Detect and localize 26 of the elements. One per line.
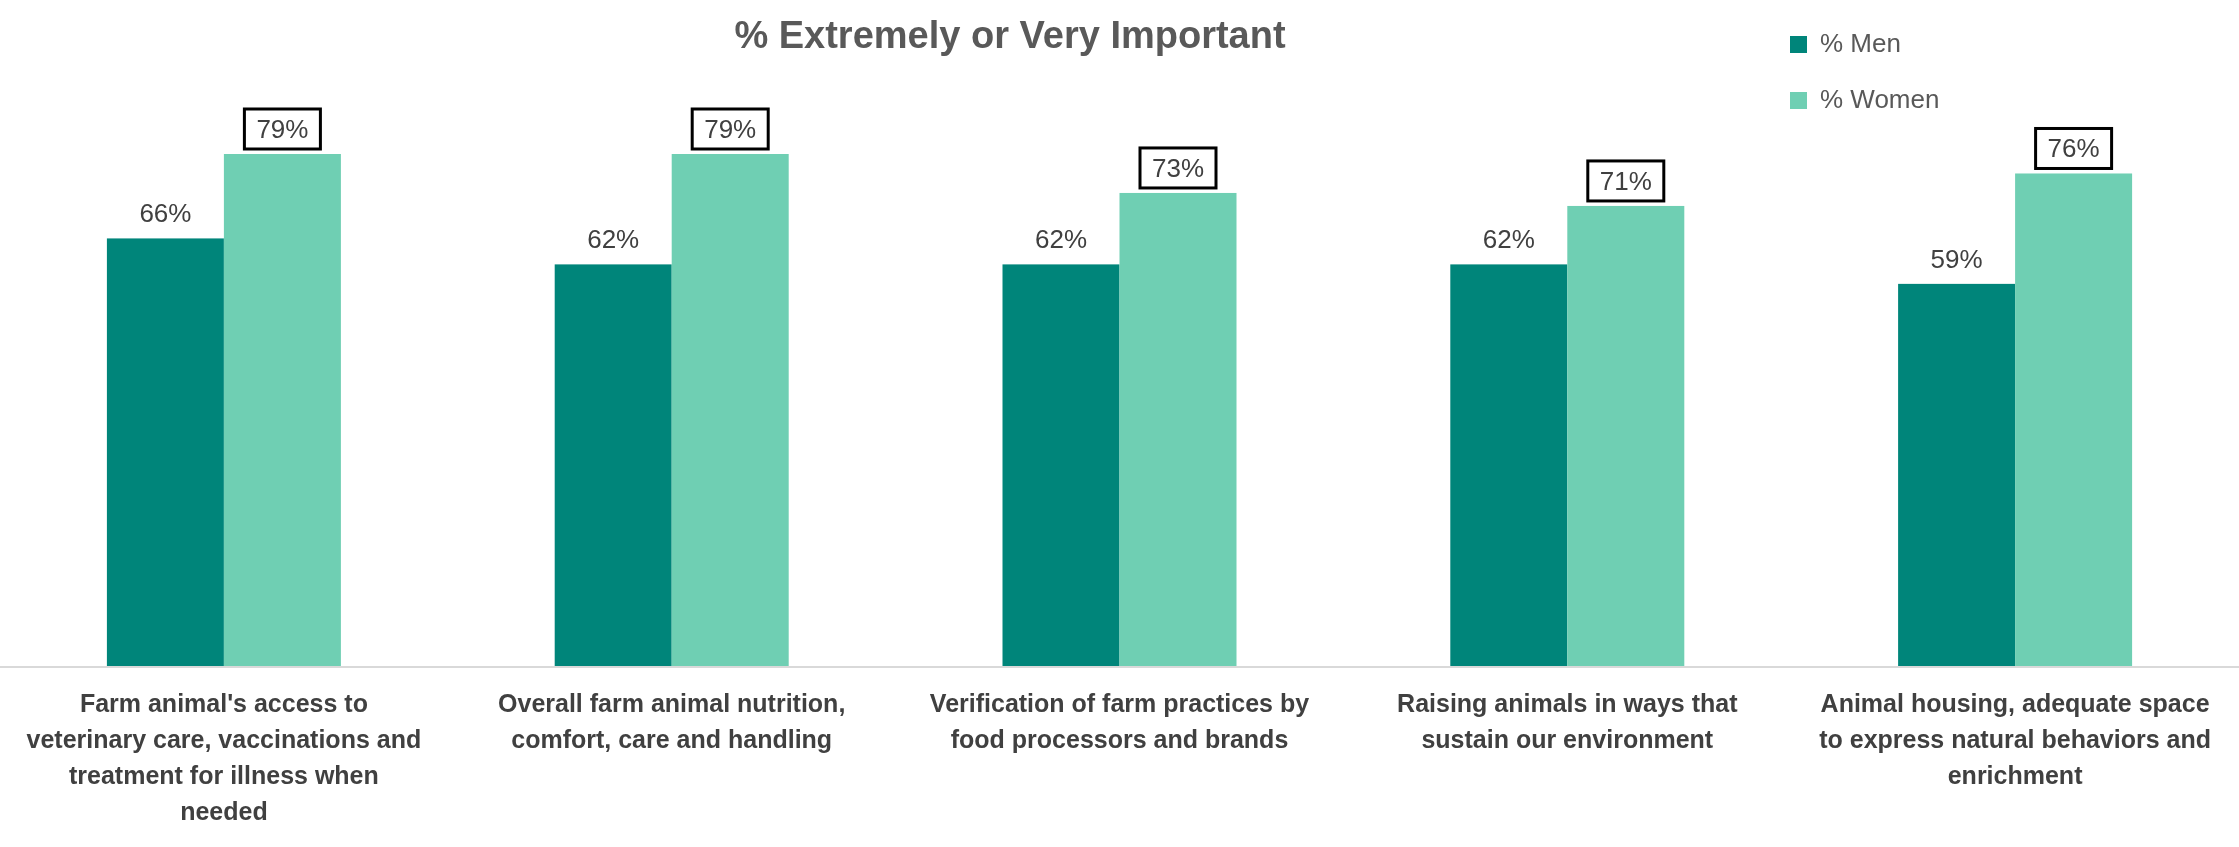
data-label: 62% xyxy=(1482,224,1535,255)
data-label: 73% xyxy=(1151,152,1205,183)
legend-label: % Women xyxy=(1820,84,1940,114)
chart-title: % Extremely or Very Important xyxy=(734,14,1286,56)
data-label: 79% xyxy=(704,114,757,144)
bar xyxy=(2015,173,2133,667)
bar xyxy=(106,238,224,667)
data-label: 62% xyxy=(587,224,640,255)
x-tick-label: Overall farm animal nutrition, comfort, care and handling xyxy=(498,689,846,753)
data-label: 79% xyxy=(256,114,309,144)
x-tick-label: Raising animals in ways that sustain our environment xyxy=(1397,689,1739,753)
bar xyxy=(223,154,341,667)
data-label: 76% xyxy=(2047,133,2100,164)
data-label: 71% xyxy=(1599,165,1652,196)
bar xyxy=(554,264,672,667)
x-tick-label: Verification of farm practices by food processors and brands xyxy=(929,689,1310,753)
bar xyxy=(1002,264,1120,667)
bar xyxy=(1898,283,2016,667)
legend-label: % Men xyxy=(1820,28,1901,58)
data-label: 62% xyxy=(1034,224,1088,255)
bar xyxy=(1450,264,1568,667)
x-tick-label: Animal housing, adequate space to express natural behaviors and enrichment xyxy=(1819,689,2211,789)
data-label: 66% xyxy=(139,198,192,229)
data-label: 59% xyxy=(1930,243,1983,274)
x-tick-label: Farm animal's access to veterinary care, vaccinations and treatment for illness when needed xyxy=(26,689,422,825)
bar xyxy=(671,154,789,667)
